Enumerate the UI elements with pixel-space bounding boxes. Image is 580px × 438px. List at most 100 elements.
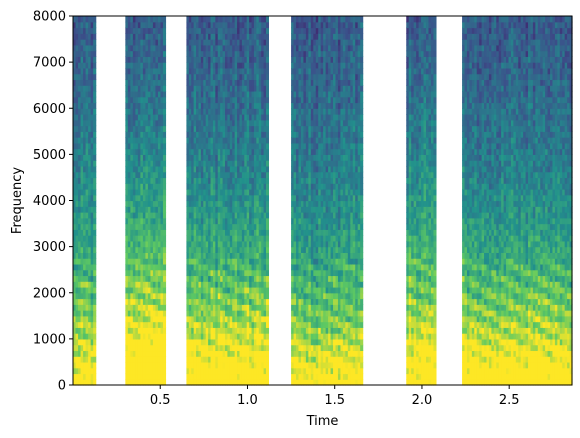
spectrogram-cell [162,292,167,300]
spectrogram-cell [244,338,248,346]
spectrogram-cell [300,281,305,288]
spectrogram-segment [125,16,167,386]
spectrogram-cell [152,373,157,380]
spectrogram-cell [160,177,164,184]
spectrogram-cell [132,240,136,248]
spectrogram-cell [212,27,216,34]
spectrogram-cell [127,56,131,63]
spectrogram-cell [239,79,243,86]
spectrogram-cell [333,73,337,81]
spectrogram-cell [160,50,164,57]
spectrogram-cell [303,177,307,184]
spectrogram-cell [215,44,219,52]
spectrogram-cell [215,235,219,242]
spectrogram-cell [313,263,317,271]
spectrogram-cell [220,16,224,23]
spectrogram-cell [293,154,297,161]
spectrogram-cell [186,27,190,34]
spectrogram-cell [200,85,204,92]
spectrogram-cell [160,171,164,179]
spectrogram-cell [127,171,131,179]
spectrogram-cell [210,108,214,115]
spectrogram-cell [310,333,314,340]
spectrogram-cell [188,62,192,69]
spectrogram-cell [85,96,89,104]
spectrogram-cell [150,33,154,40]
spectrogram-cell [305,44,309,52]
spectrogram-cell [234,269,238,277]
spectrogram-cell [160,154,164,161]
spectrogram-cell [333,102,337,109]
spectrogram-cell [200,160,204,167]
spectrogram-cell [335,154,339,161]
spectrogram-cell [330,142,334,150]
spectrogram-cell [313,85,317,92]
spectrogram-cell [222,119,226,127]
spectrogram-cell [88,200,92,207]
spectrogram-cell [205,252,209,259]
spectrogram-cell [208,90,212,98]
spectrogram-cell [291,246,295,253]
spectrogram-cell [210,367,214,375]
spectrogram-cell [88,50,92,57]
spectrogram-cell [203,160,207,167]
spectrogram-cell [188,240,192,248]
spectrogram-cell [298,85,302,92]
spectrogram-cell [296,235,300,242]
spectrogram-cell [208,200,212,207]
spectrogram-cell [256,356,260,363]
spectrogram-cell [125,258,129,265]
spectrogram-cell [333,246,337,253]
spectrogram-cell [186,258,190,265]
spectrogram-cell [320,252,324,259]
spectrogram-cell [75,79,79,86]
spectrogram-cell [198,281,202,288]
spectrogram-cell [249,142,253,150]
spectrogram-cell [239,356,243,363]
spectrogram-cell [162,356,167,363]
spectrogram-cell [217,361,221,369]
spectrogram-cell [193,194,197,202]
spectrogram-cell [258,21,262,29]
spectrogram-cell [85,212,89,219]
spectrogram-cell [152,96,157,104]
spectrogram-cell [237,333,241,340]
spectrogram-cell [73,114,77,121]
spectrogram-cell [249,108,253,115]
spectrogram-cell [191,269,195,277]
spectrogram-cell [251,79,255,86]
spectrogram-cell [330,44,334,52]
spectrogram-cell [234,252,238,259]
spectrogram-cell [239,229,243,236]
spectrogram-cell [232,263,236,271]
spectrogram-cell [315,223,319,230]
spectrogram-cell [196,39,200,46]
spectrogram-cell [333,108,337,115]
spectrogram-cell [266,229,270,236]
spectrogram-cell [222,281,226,288]
spectrogram-cell [320,194,324,202]
spectrogram-cell [323,240,327,248]
spectrogram-cell [80,275,84,282]
spectrogram-cell [253,160,257,167]
spectrogram-cell [258,361,262,369]
spectrogram-cell [157,379,162,386]
spectrogram-cell [251,96,255,104]
spectrogram-cell [241,62,245,69]
spectrogram-cell [215,16,219,23]
spectrogram-cell [325,73,329,81]
spectrogram-cell [323,102,327,109]
spectrogram-cell [142,315,147,323]
spectrogram-cell [256,21,260,29]
spectrogram-cell [200,96,204,104]
spectrogram-cell [150,21,154,29]
spectrogram-cell [328,90,332,98]
spectrogram-cell [335,321,339,328]
spectrogram-cell [225,206,229,213]
spectrogram-cell [191,148,195,155]
spectrogram-cell [298,200,302,207]
spectrogram-cell [203,275,207,282]
spectrogram-cell [229,223,233,230]
spectrogram-cell [83,171,87,179]
spectrogram-cell [200,119,204,127]
